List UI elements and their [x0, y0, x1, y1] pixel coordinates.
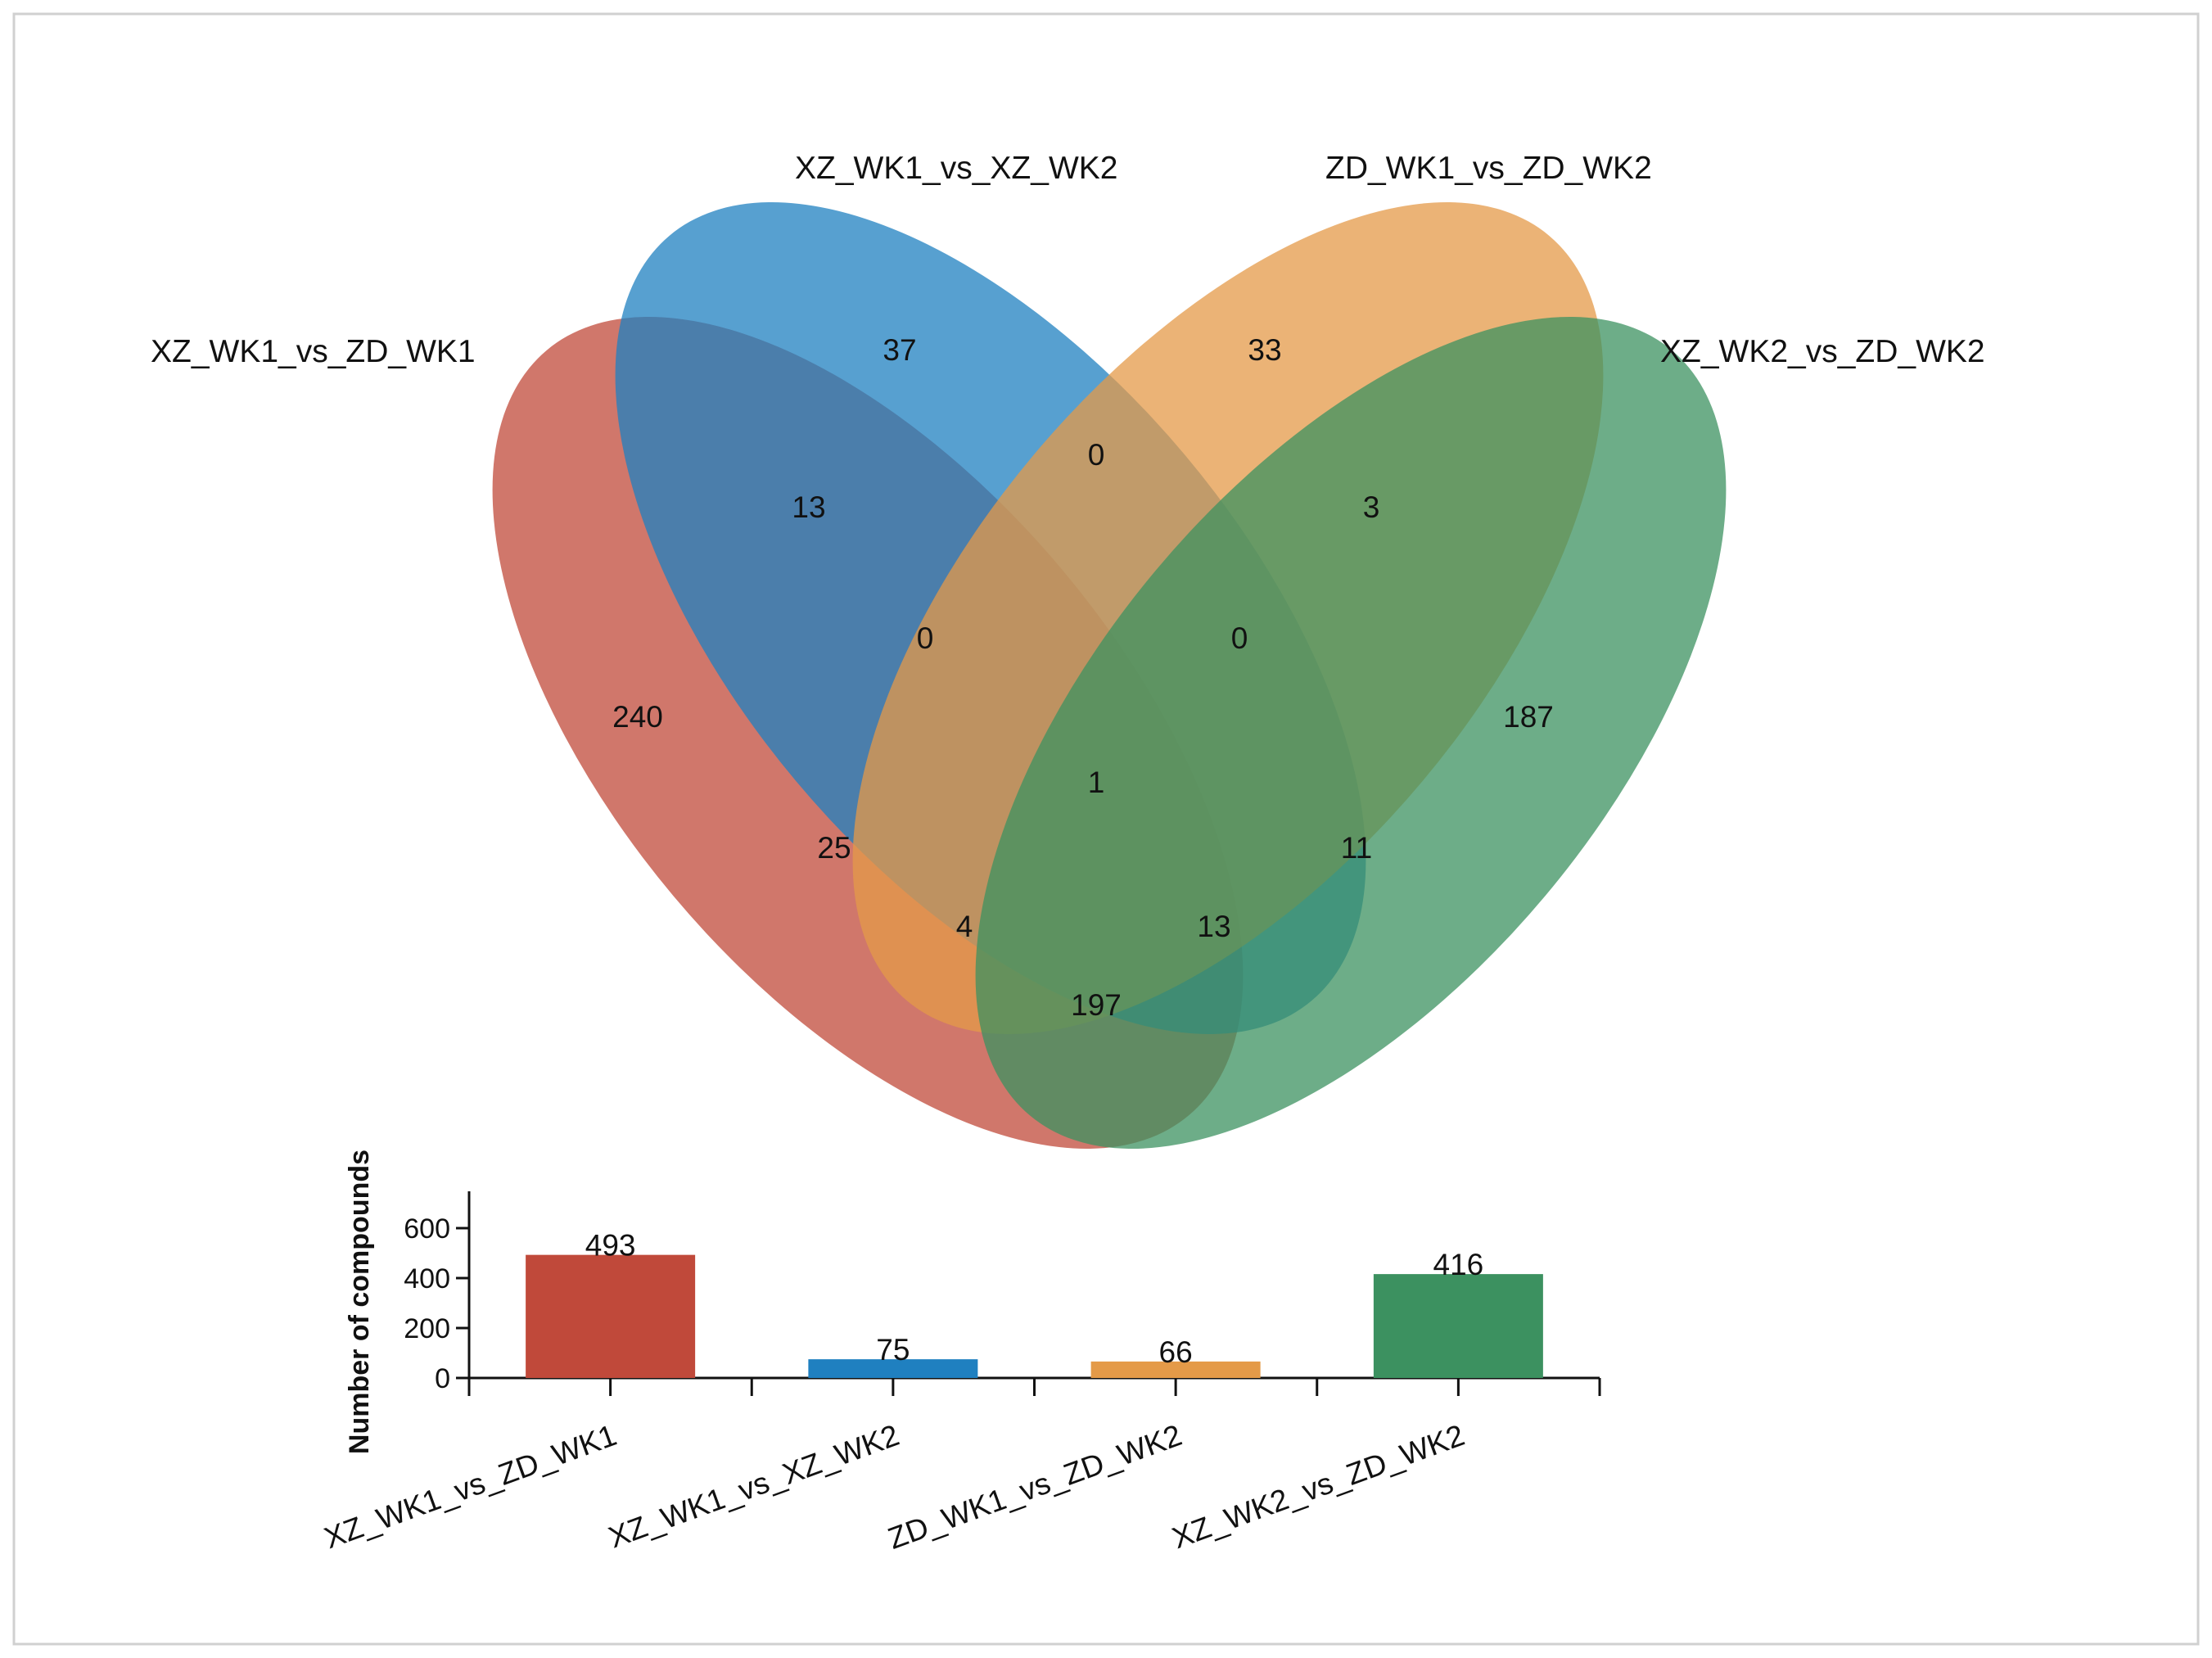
y-tick-label: 600 — [404, 1213, 450, 1245]
bars — [526, 1254, 1543, 1378]
y-axis-ticks: 0 200 400 600 — [404, 1213, 469, 1394]
venn-region-label: 0 — [917, 621, 934, 655]
bar-value-labels: 493 75 66 416 — [585, 1229, 1483, 1369]
venn-region-label: 197 — [1071, 988, 1122, 1022]
bar — [526, 1254, 696, 1378]
venn-set-label-3: ZD_WK1_vs_ZD_WK2 — [1325, 151, 1652, 186]
venn-region-label: 13 — [792, 490, 825, 524]
venn-region-label: 25 — [817, 831, 851, 865]
bar-value-label: 493 — [585, 1229, 636, 1263]
venn-region-labels: 37 33 0 13 3 0 0 240 187 1 25 11 4 13 19… — [612, 333, 1554, 1022]
y-tick-label: 400 — [404, 1263, 450, 1294]
y-tick-label: 0 — [435, 1363, 450, 1394]
venn-region-label: 13 — [1197, 910, 1230, 943]
venn-region-label: 3 — [1363, 490, 1380, 524]
venn-set-labels: XZ_WK1_vs_ZD_WK1 XZ_WK1_vs_XZ_WK2 ZD_WK1… — [151, 151, 1985, 369]
bar-value-label: 75 — [876, 1333, 910, 1367]
venn-region-label: 4 — [956, 910, 973, 943]
venn-region-label: 11 — [1341, 831, 1372, 865]
venn-region-label: 240 — [612, 700, 663, 734]
y-axis-label: Number of compounds — [344, 1150, 375, 1454]
venn-ellipse-set-4 — [975, 317, 1727, 1149]
venn-region-label: 33 — [1248, 333, 1281, 367]
venn-diagram — [492, 202, 1727, 1149]
bar-value-label: 66 — [1159, 1335, 1193, 1369]
venn-region-label: 37 — [883, 333, 916, 367]
venn-region-label: 0 — [1231, 621, 1248, 655]
x-axis-ticks — [467, 1378, 1601, 1396]
venn-set-label-2: XZ_WK1_vs_XZ_WK2 — [795, 151, 1117, 186]
venn-region-label: 0 — [1088, 438, 1105, 472]
bar — [1373, 1274, 1543, 1378]
bar — [808, 1359, 978, 1378]
bar-value-label: 416 — [1433, 1248, 1484, 1281]
bar — [1090, 1361, 1261, 1378]
venn-region-label: 1 — [1088, 766, 1105, 799]
y-tick-label: 200 — [404, 1313, 450, 1344]
venn-set-label-4: XZ_WK2_vs_ZD_WK2 — [1660, 334, 1985, 369]
venn-region-label: 187 — [1503, 700, 1554, 734]
venn-set-label-1: XZ_WK1_vs_ZD_WK1 — [151, 334, 476, 369]
